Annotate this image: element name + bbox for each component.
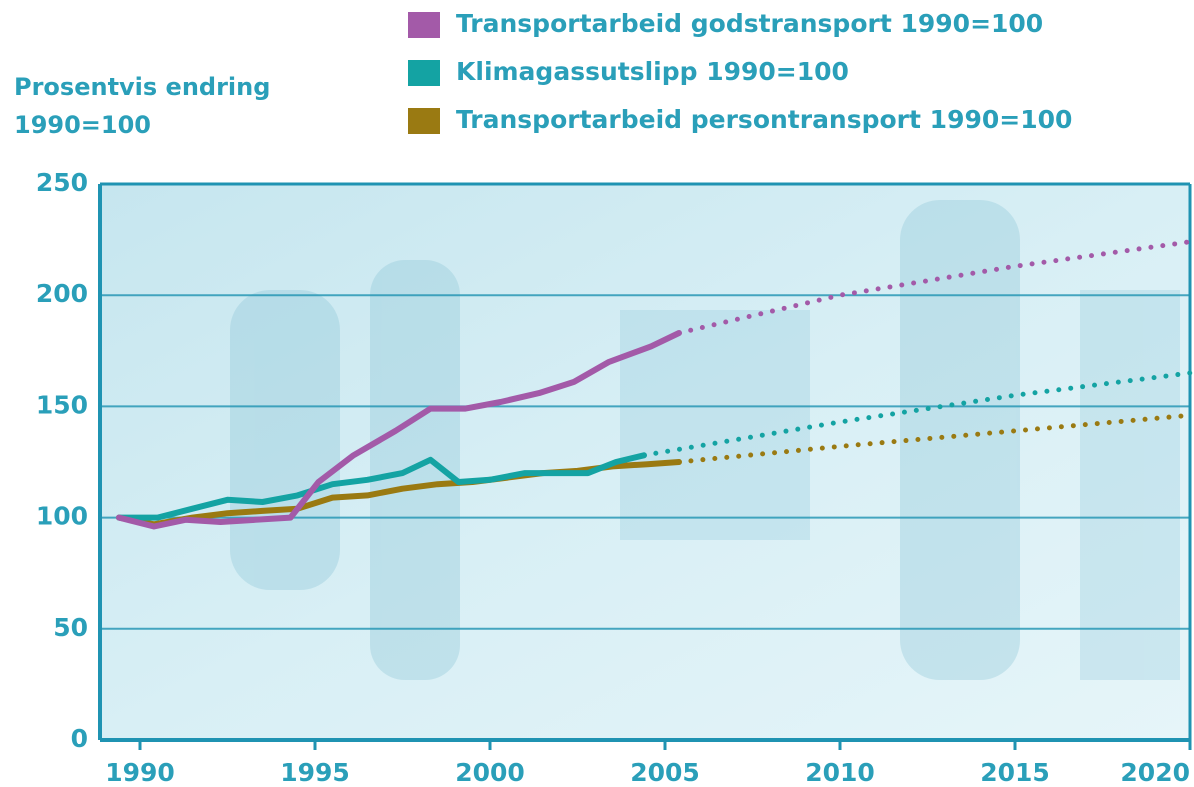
y-axis-label: Prosentvis endring [14, 73, 270, 101]
legend-swatch [408, 60, 440, 86]
x-tick-label: 2020 [1120, 758, 1190, 787]
chart: Transportarbeid godstransport 1990=100 Kl… [0, 0, 1194, 787]
y-tick-label: 150 [36, 390, 88, 419]
legend-label: Transportarbeid godstransport 1990=100 [456, 9, 1043, 38]
x-tick-label: 1990 [105, 758, 175, 787]
y-tick-label: 0 [71, 724, 88, 753]
y-tick-label: 50 [53, 613, 88, 642]
x-tick-label: 2015 [980, 758, 1050, 787]
y-axis-label: 1990=100 [14, 111, 151, 139]
x-tick-label: 2010 [805, 758, 875, 787]
legend-swatch [408, 108, 440, 134]
y-tick-label: 100 [36, 502, 88, 531]
y-tick-label: 200 [36, 279, 88, 308]
legend-label: Transportarbeid persontransport 1990=100 [456, 105, 1072, 134]
x-tick-label: 2000 [455, 758, 525, 787]
y-tick-label: 250 [36, 168, 88, 197]
x-tick-label: 1995 [280, 758, 350, 787]
legend-label: Klimagassutslipp 1990=100 [456, 57, 849, 86]
x-tick-label: 2005 [630, 758, 700, 787]
legend: Transportarbeid godstransport 1990=100 Kl… [408, 9, 1072, 134]
legend-swatch [408, 12, 440, 38]
